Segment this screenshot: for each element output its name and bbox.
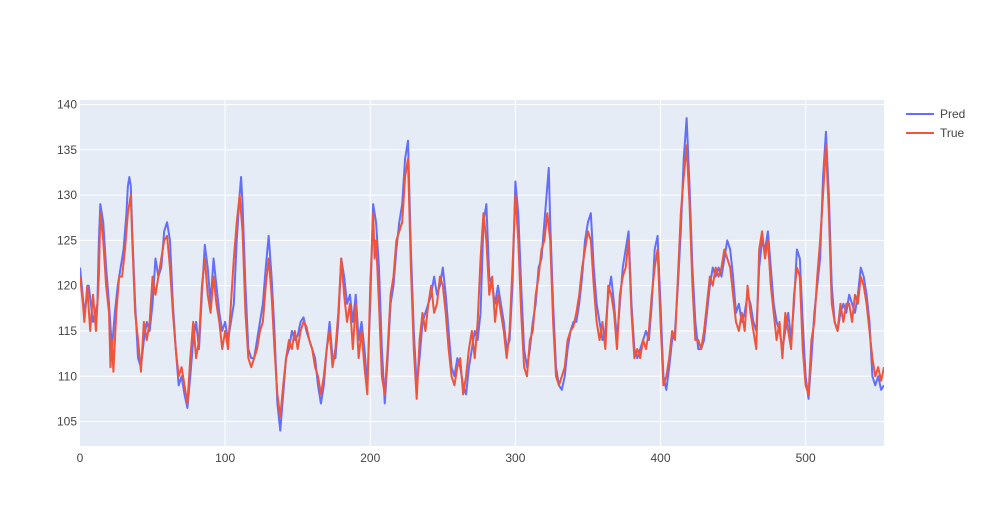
legend[interactable]: Pred True <box>906 107 965 140</box>
gridlines <box>80 100 884 446</box>
y-tick-label: 105 <box>57 415 77 429</box>
legend-item-true[interactable]: True <box>906 126 965 140</box>
legend-label: True <box>940 126 965 140</box>
legend-label: Pred <box>940 107 965 121</box>
x-tick-label: 100 <box>215 451 235 465</box>
y-tick-label: 135 <box>57 143 77 157</box>
y-tick-label: 125 <box>57 233 77 247</box>
x-tick-label: 200 <box>360 451 380 465</box>
y-tick-label: 115 <box>58 324 77 338</box>
x-tick-label: 400 <box>650 451 670 465</box>
x-tick-label: 300 <box>505 451 525 465</box>
x-tick-label: 0 <box>77 451 84 465</box>
series-line-true <box>80 144 884 419</box>
series-lines <box>80 117 884 432</box>
y-tick-label: 130 <box>57 188 77 202</box>
x-tick-label: 500 <box>796 451 816 465</box>
axis-tick-labels: 0 100 200 300 400 500 105 110 115 120 125 130 135 140 <box>57 98 816 465</box>
y-tick-label: 120 <box>57 279 77 293</box>
y-tick-label: 140 <box>57 98 77 112</box>
y-tick-label: 110 <box>58 369 77 383</box>
legend-item-pred[interactable]: Pred <box>906 107 965 121</box>
